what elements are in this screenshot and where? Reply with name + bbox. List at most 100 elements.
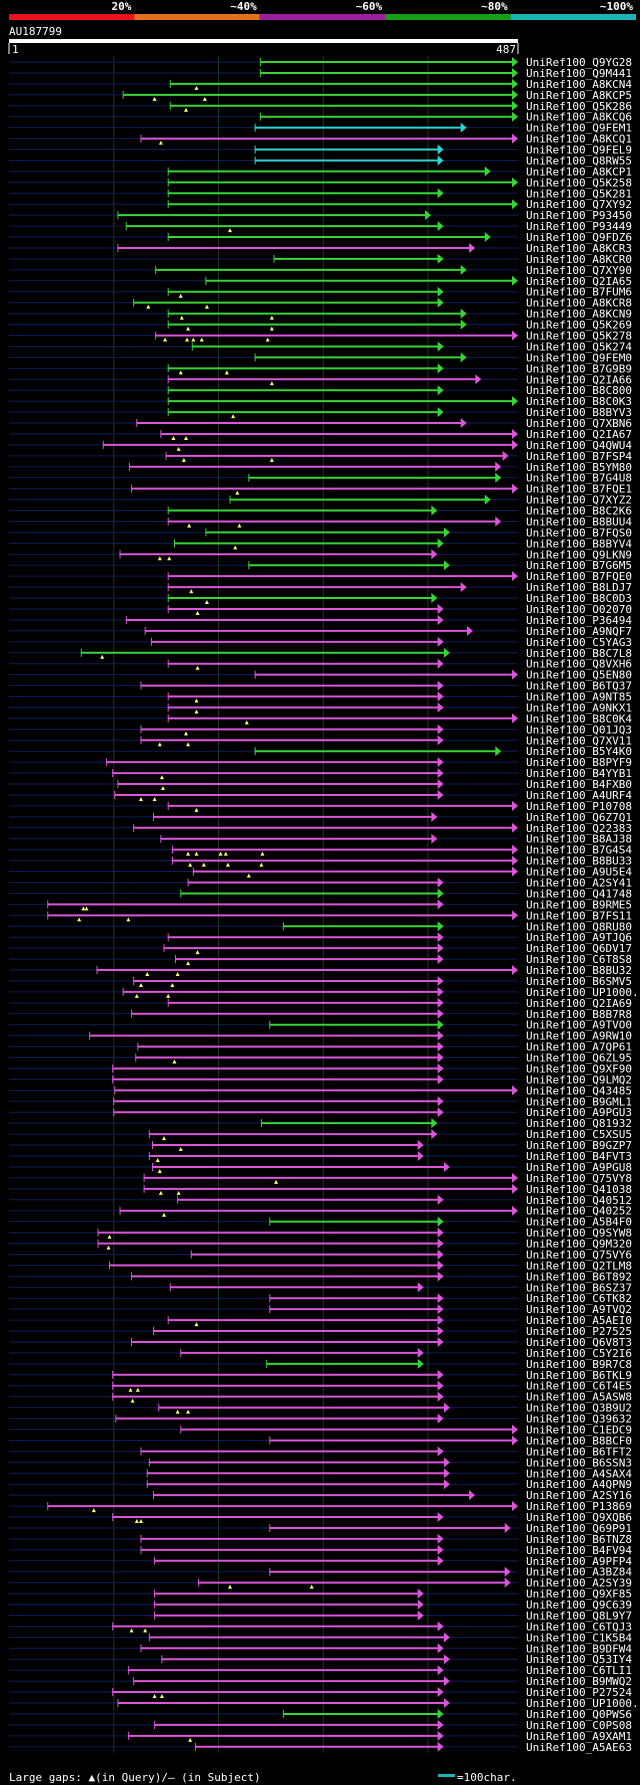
hit-row[interactable]: UniRef100_A8KCP5 — [9, 89, 632, 102]
hit-label[interactable]: UniRef100_Q9FEL9 — [526, 144, 632, 157]
hit-row[interactable]: UniRef100_B6T892 — [9, 1270, 632, 1283]
hit-row[interactable]: UniRef100_C5Y2I6 — [9, 1347, 632, 1360]
hit-label[interactable]: UniRef100_B8B7R8 — [526, 1008, 632, 1021]
hit-row[interactable]: UniRef100_A5AEI0 — [9, 1314, 632, 1327]
hit-label[interactable]: UniRef100_A8KCN4 — [526, 78, 632, 91]
hit-label[interactable]: UniRef100_A8KCP1 — [526, 165, 632, 178]
hit-row[interactable]: UniRef100_Q0PWS6 — [9, 1708, 632, 1721]
hit-row[interactable]: UniRef100_P93449 — [9, 220, 632, 233]
hit-row[interactable]: UniRef100_P27525 — [9, 1325, 632, 1338]
hit-row[interactable]: UniRef100_B8C800 — [9, 384, 632, 397]
hit-row[interactable]: UniRef100_A9PGU3 — [9, 1106, 632, 1119]
hit-label[interactable]: UniRef100_Q9YG28 — [526, 56, 632, 69]
hit-label[interactable]: UniRef100_B9MWQ2 — [526, 1675, 632, 1688]
hit-label[interactable]: UniRef100_Q6V8T3 — [526, 1336, 632, 1349]
hit-row[interactable]: UniRef100_Q9FEL9 — [9, 144, 632, 157]
hit-label[interactable]: UniRef100_A8KCQ6 — [526, 111, 632, 124]
hit-label[interactable]: UniRef100_B7G4S4 — [526, 844, 632, 857]
hit-row[interactable]: UniRef100_A4SAX4 — [9, 1467, 632, 1480]
hit-label[interactable]: UniRef100_B7FQE0 — [526, 570, 632, 583]
hit-label[interactable]: UniRef100_Q8L9Y7 — [526, 1609, 632, 1622]
hit-row[interactable]: UniRef100_P36494 — [9, 614, 632, 627]
hit-row[interactable]: UniRef100_B6TNZ8 — [9, 1533, 632, 1546]
hit-row[interactable]: UniRef100_Q2IA67 — [9, 428, 632, 441]
hit-row[interactable]: UniRef100_Q2IA65 — [9, 275, 632, 288]
hit-label[interactable]: UniRef100_Q75VY6 — [526, 1248, 632, 1261]
hit-label[interactable]: UniRef100_A9NQF7 — [526, 625, 632, 638]
hit-row[interactable]: UniRef100_UP1000.. — [9, 986, 640, 999]
hit-label[interactable]: UniRef100_Q2IA66 — [526, 373, 632, 386]
hit-label[interactable]: UniRef100_A2SY41 — [526, 877, 632, 890]
hit-row[interactable]: UniRef100_B4YYB1 — [9, 767, 632, 780]
hit-label[interactable]: UniRef100_Q5K286 — [526, 100, 632, 113]
hit-row[interactable]: UniRef100_P93450 — [9, 209, 632, 222]
hit-label[interactable]: UniRef100_P27524 — [526, 1686, 632, 1699]
hit-label[interactable]: UniRef100_A8KCN9 — [526, 308, 632, 321]
hit-label[interactable]: UniRef100_P10708 — [526, 800, 632, 813]
hit-row[interactable]: UniRef100_B8C0D3 — [9, 592, 632, 605]
hit-label[interactable]: UniRef100_O02070 — [526, 603, 632, 616]
hit-label[interactable]: UniRef100_C5YAG3 — [526, 636, 632, 649]
hit-label[interactable]: UniRef100_B8LDJ7 — [526, 581, 632, 594]
hit-label[interactable]: UniRef100_B7G9B9 — [526, 362, 632, 375]
hit-row[interactable]: UniRef100_Q22383 — [9, 822, 632, 835]
hit-row[interactable]: UniRef100_Q5K286 — [9, 100, 632, 113]
hit-row[interactable]: UniRef100_Q9FEM1 — [9, 122, 632, 135]
hit-label[interactable]: UniRef100_A4SAX4 — [526, 1467, 632, 1480]
hit-label[interactable]: UniRef100_Q7XBN6 — [526, 417, 632, 430]
hit-label[interactable]: UniRef100_P93450 — [526, 209, 632, 222]
hit-row[interactable]: UniRef100_C6TK82 — [9, 1292, 632, 1305]
hit-label[interactable]: UniRef100_B6TQ37 — [526, 680, 632, 693]
hit-row[interactable]: UniRef100_C6T8S8 — [9, 953, 632, 966]
hit-label[interactable]: UniRef100_Q5K269 — [526, 319, 632, 332]
hit-label[interactable]: UniRef100_B7FUM6 — [526, 286, 632, 299]
hit-label[interactable]: UniRef100_Q6DV17 — [526, 942, 632, 955]
hit-row[interactable]: UniRef100_A9U5E4 — [9, 866, 632, 879]
hit-label[interactable]: UniRef100_B9RME5 — [526, 898, 632, 911]
hit-row[interactable]: UniRef100_A9PFP4 — [9, 1555, 632, 1568]
hit-row[interactable]: UniRef100_B8PYF9 — [9, 756, 632, 769]
hit-row[interactable]: UniRef100_A5B4F0 — [9, 1216, 632, 1229]
hit-label[interactable]: UniRef100_Q9FEM1 — [526, 122, 632, 135]
hit-row[interactable]: UniRef100_B8B7R8 — [9, 1008, 632, 1021]
hit-label[interactable]: UniRef100_A9NT85 — [526, 691, 632, 704]
hit-label[interactable]: UniRef100_B6TFT2 — [526, 1445, 632, 1458]
hit-label[interactable]: UniRef100_B8C2K6 — [526, 505, 632, 518]
hit-label[interactable]: UniRef100_Q9XF90 — [526, 1062, 632, 1075]
hit-row[interactable]: UniRef100_Q9XF85 — [9, 1588, 632, 1601]
hit-row[interactable]: UniRef100_B9DFW4 — [9, 1642, 632, 1655]
hit-row[interactable]: UniRef100_Q2IA69 — [9, 997, 632, 1010]
hit-label[interactable]: UniRef100_Q40252 — [526, 1205, 632, 1218]
hit-row[interactable]: UniRef100_Q6V8T3 — [9, 1336, 632, 1349]
hit-label[interactable]: UniRef100_Q75VY8 — [526, 1172, 632, 1185]
hit-row[interactable]: UniRef100_A8KCR3 — [9, 242, 632, 255]
hit-label[interactable]: UniRef100_B8BU33 — [526, 855, 632, 868]
hit-row[interactable]: UniRef100_Q4QWU4 — [9, 439, 632, 452]
hit-row[interactable]: UniRef100_B5YM80 — [9, 461, 632, 474]
hit-label[interactable]: UniRef100_B5YM80 — [526, 461, 632, 474]
hit-row[interactable]: UniRef100_C6TLI1 — [9, 1664, 632, 1677]
hit-label[interactable]: UniRef100_Q8RU80 — [526, 920, 632, 933]
hit-label[interactable]: UniRef100_C6T8S8 — [526, 953, 632, 966]
hit-label[interactable]: UniRef100_Q9C639 — [526, 1599, 632, 1612]
hit-row[interactable]: UniRef100_B8LDJ7 — [9, 581, 632, 594]
hit-row[interactable]: UniRef100_Q9FDZ6 — [9, 231, 632, 244]
hit-label[interactable]: UniRef100_Q9FEM0 — [526, 351, 632, 364]
hit-row[interactable]: UniRef100_B4FV94 — [9, 1544, 632, 1557]
hit-row[interactable]: UniRef100_Q39632 — [9, 1413, 632, 1426]
hit-label[interactable]: UniRef100_Q5K258 — [526, 176, 632, 189]
hit-row[interactable]: UniRef100_B7G6M5 — [9, 559, 632, 572]
hit-row[interactable]: UniRef100_P27524 — [9, 1686, 632, 1699]
hit-row[interactable]: UniRef100_A8KCN9 — [9, 308, 632, 321]
hit-row[interactable]: UniRef100_Q5K258 — [9, 176, 632, 189]
hit-label[interactable]: UniRef100_Q7XY92 — [526, 198, 632, 211]
hit-label[interactable]: UniRef100_Q7XYZ2 — [526, 494, 632, 507]
hit-row[interactable]: UniRef100_Q75VY6 — [9, 1248, 632, 1261]
hit-label[interactable]: UniRef100_A9PFP4 — [526, 1555, 632, 1568]
hit-label[interactable]: UniRef100_A5AE63 — [526, 1741, 632, 1754]
hit-row[interactable]: UniRef100_A8KCR8 — [9, 297, 632, 310]
hit-row[interactable]: UniRef100_B7G4S4 — [9, 844, 632, 857]
hit-row[interactable]: UniRef100_Q81932 — [9, 1117, 632, 1130]
hit-label[interactable]: UniRef100_C6TK82 — [526, 1292, 632, 1305]
hit-row[interactable]: UniRef100_B9GZP7 — [9, 1139, 632, 1152]
